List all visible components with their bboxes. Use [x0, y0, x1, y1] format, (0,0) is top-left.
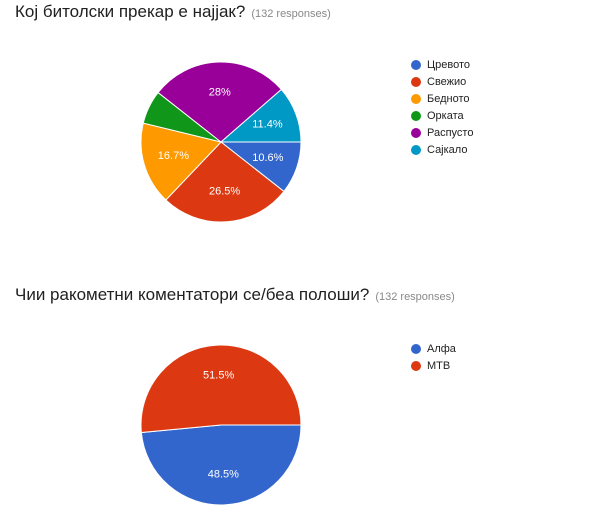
pie-slice	[219, 88, 302, 143]
legend-label: Цревото	[427, 59, 470, 71]
legend-label: Распусто	[427, 127, 473, 139]
chart-subtitle: (132 responses)	[375, 291, 455, 303]
pie-slice	[165, 141, 285, 223]
legend-marker	[411, 128, 421, 138]
pie-slice	[157, 61, 283, 143]
legend-marker	[411, 145, 421, 155]
chart-title: Чии ракометни коментатори се/беа полоши?	[15, 285, 370, 304]
legend-marker	[411, 60, 421, 70]
pie-slice	[140, 424, 302, 506]
legend-marker	[411, 94, 421, 104]
slice-label: 10.6%	[252, 152, 283, 164]
chart-header: Чии ракометни коментатори се/беа полоши?…	[15, 285, 455, 305]
legend-marker	[411, 111, 421, 121]
slice-label: 16.7%	[158, 150, 189, 162]
legend-label: МТВ	[427, 360, 450, 372]
legend-label: Орката	[427, 110, 465, 122]
slice-label: 48.5%	[208, 468, 239, 480]
slice-label: 26.5%	[209, 185, 240, 197]
legend-marker	[411, 77, 421, 87]
legend-label: Алфа	[427, 343, 457, 355]
legend-marker	[411, 361, 421, 371]
legend-marker	[411, 344, 421, 354]
legend-label: Свежио	[427, 76, 466, 88]
pie-slice	[140, 122, 222, 201]
chart-title: Кој битолски прекар е најјак?	[15, 2, 246, 21]
chart-header: Кој битолски прекар е најјак? (132 respon…	[15, 2, 331, 22]
chart-subtitle: (132 responses)	[251, 8, 331, 20]
slice-label: 11.4%	[252, 119, 283, 131]
slice-label: 28%	[209, 86, 231, 98]
legend-label: Бедното	[427, 93, 470, 105]
legend-label: Сајкало	[427, 144, 467, 156]
slice-label: 51.5%	[203, 369, 234, 381]
pie-slice	[140, 344, 302, 434]
